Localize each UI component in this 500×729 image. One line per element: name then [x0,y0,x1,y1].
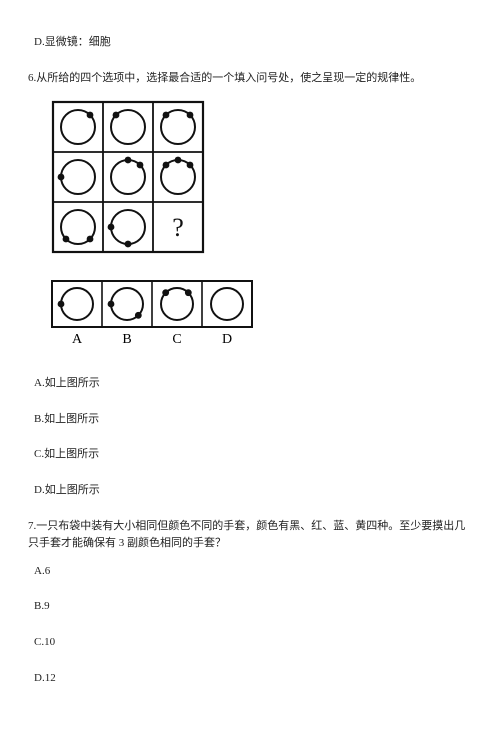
svg-text:A: A [72,332,83,347]
svg-text:?: ? [172,213,184,242]
q7-option-d[interactable]: D.12 [34,670,472,688]
q6-option-c[interactable]: C.如上图所示 [34,446,472,464]
q7-option-a[interactable]: A.6 [34,563,472,581]
svg-text:D: D [222,332,232,347]
q7-option-b[interactable]: B.9 [34,598,472,616]
q6-answer-figure: A B C D [48,277,258,349]
q7-stem: 7.一只布袋中装有大小相同但颜色不同的手套，颜色有黑、红、蓝、黄四种。至少要摸出… [28,518,472,553]
q6-main-figure: ? [48,97,208,257]
q6-option-b[interactable]: B.如上图所示 [34,411,472,429]
q6-option-d[interactable]: D.如上图所示 [34,482,472,500]
q6-stem: 6.从所给的四个选项中，选择最合适的一个填入问号处，使之呈现一定的规律性。 [28,70,472,88]
svg-text:B: B [122,332,131,347]
q7-option-c[interactable]: C.10 [34,634,472,652]
svg-text:C: C [172,332,181,347]
prev-option-d[interactable]: D.显微镜：细胞 [34,34,472,52]
q6-option-a[interactable]: A.如上图所示 [34,375,472,393]
